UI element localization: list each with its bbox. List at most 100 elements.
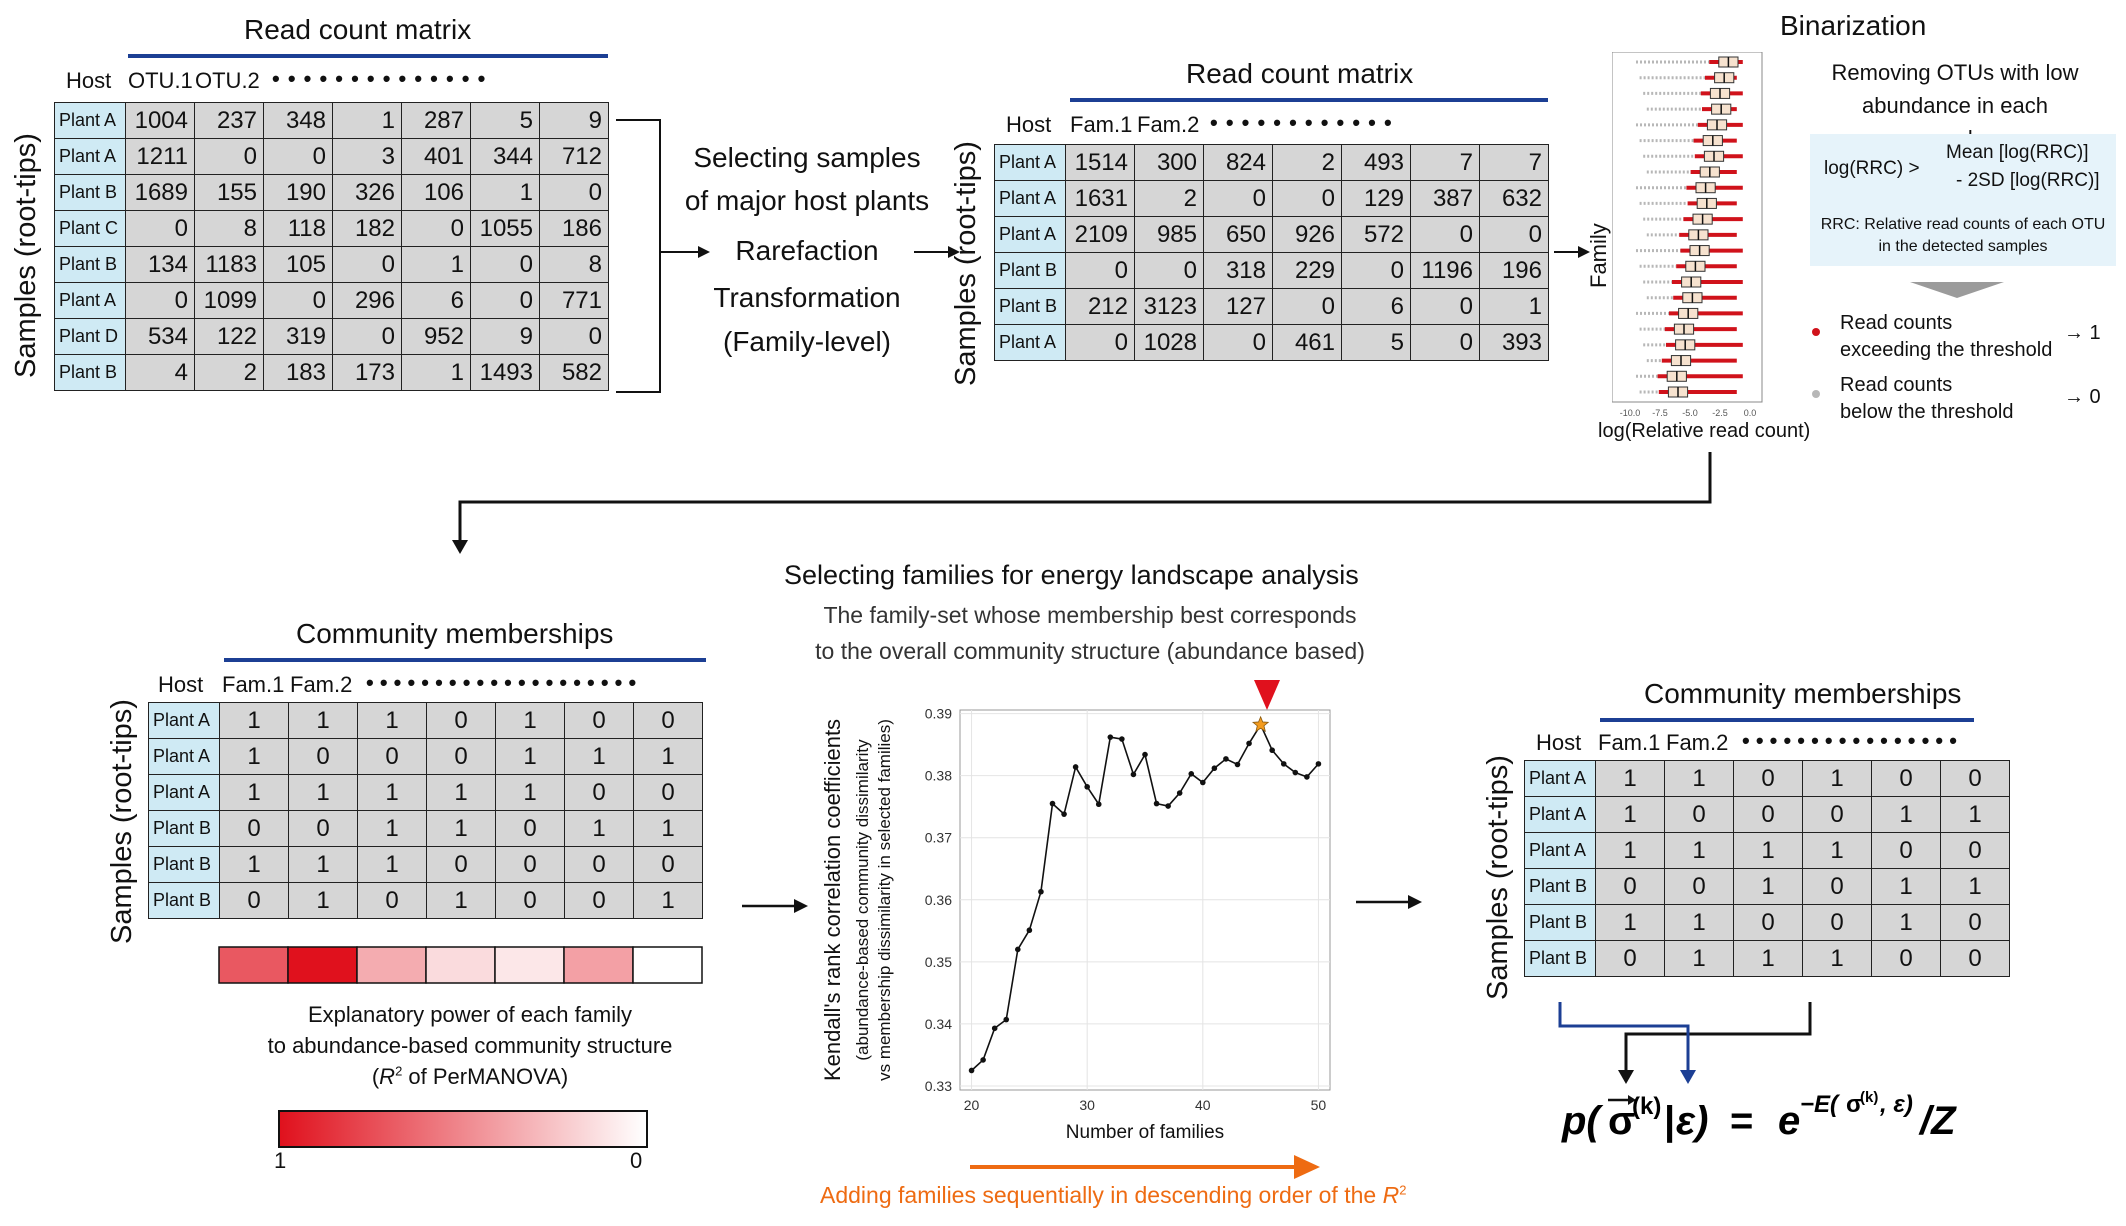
matrix-cell: 9 [539, 102, 609, 139]
data-point [1200, 779, 1206, 786]
selection-subtitle: The family-set whose membership best cor… [770, 598, 1410, 669]
matrix-cell: 1 [564, 810, 634, 847]
matrix-cell: 0 [263, 282, 333, 319]
matrix-cell: 196 [1479, 252, 1549, 289]
otu-y-label: Samples (root-tips) [10, 133, 42, 378]
row-host-label: Plant A [1524, 760, 1596, 797]
matrix-cell: 1055 [470, 210, 540, 247]
matrix-cell: 6 [401, 282, 471, 319]
y-tick-label: 0.38 [925, 768, 952, 784]
boxplot-x-tick: -10.0 [1620, 408, 1641, 418]
matrix-cell: 582 [539, 354, 609, 391]
row-host-label: Plant B [54, 246, 126, 283]
svg-text:/Z: /Z [1918, 1099, 1957, 1143]
rrc-note-1: RRC: Relative read counts of each OTU [1820, 216, 2106, 233]
r2-color-strip [218, 946, 703, 984]
legend-below-1: Read counts [1840, 374, 1953, 396]
matrix-cell: 0 [1940, 940, 2010, 977]
svg-text:σ: σ [1846, 1091, 1862, 1118]
r2-strip-cell [425, 946, 496, 984]
matrix-cell: 401 [401, 138, 471, 175]
svg-text:e: e [1778, 1099, 1800, 1143]
kendall-line-chart: 0.33 0.34 0.35 0.36 0.37 0.38 0.39 20 30 40 50 Numb… [820, 706, 1331, 1143]
data-point [1119, 736, 1125, 742]
table-row: Plant C 0 8 118 182 0 1055 186 [54, 210, 609, 247]
matrix-cell: 318 [1203, 252, 1273, 289]
matrix-cell: 952 [401, 318, 471, 355]
table-row: Plant A 1211 0 0 3 401 344 712 [54, 138, 609, 175]
data-point [1026, 927, 1033, 934]
data-point [1315, 761, 1322, 767]
membership-left-host-label: Host [158, 672, 204, 697]
matrix-cell: 1493 [470, 354, 540, 391]
row-host-label: Plant A [148, 774, 220, 811]
matrix-cell: 0 [357, 738, 427, 775]
matrix-cell: 0 [125, 210, 195, 247]
best-point-star-icon [1251, 715, 1270, 733]
table-row: Plant B 4 2 183 173 1 1493 582 [54, 354, 609, 391]
matrix-cell: 1 [1479, 288, 1549, 325]
arrow-to-family-matrix [914, 246, 960, 258]
matrix-cell: 824 [1203, 144, 1273, 181]
matrix-cell: 0 [1065, 252, 1135, 289]
threshold-formula-box: log(RRC) > Mean [log(RRC)] - 2SD [log(RR… [1810, 134, 2116, 266]
boxplot-x-tick: -7.5 [1652, 408, 1668, 418]
data-point [1211, 765, 1218, 772]
matrix-cell: 712 [539, 138, 609, 175]
row-host-label: Plant B [148, 810, 220, 847]
matrix-cell: 1 [633, 882, 703, 919]
family-y-label: Samples (root-tips) [950, 141, 982, 386]
matrix-cell: 0 [357, 882, 427, 919]
matrix-cell: 393 [1479, 324, 1549, 361]
legend-below: Read counts below the threshold [1840, 372, 2013, 426]
data-point [1234, 761, 1241, 768]
matrix-cell: 0 [426, 702, 496, 739]
matrix-cell: 0 [1802, 796, 1872, 833]
data-point [991, 1025, 998, 1032]
data-point [1304, 774, 1310, 780]
data-point [1153, 800, 1160, 807]
matrix-cell: 183 [263, 354, 333, 391]
matrix-cell: 1 [495, 738, 565, 775]
row-host-label: Plant A [994, 324, 1066, 361]
family-read-count-table: Plant A 1514 300 824 2 493 7 7 Plant A 1631 2 0 0 129… [994, 144, 1549, 361]
matrix-cell: 1 [1871, 868, 1941, 905]
matrix-cell: 237 [194, 102, 264, 139]
data-point [1084, 784, 1090, 790]
membership-right-ellipsis: • • • • • • • • • • • • • • • • [1742, 728, 1957, 753]
matrix-cell: 493 [1341, 144, 1411, 181]
x-tick-label: 40 [1195, 1097, 1211, 1113]
matrix-cell: 1 [1595, 904, 1665, 941]
matrix-cell: 118 [263, 210, 333, 247]
matrix-cell: 0 [1664, 868, 1734, 905]
otu-matrix-title: Read count matrix [244, 14, 472, 45]
row-host-label: Plant D [54, 318, 126, 355]
table-row: Plant D 534 122 319 0 952 9 0 [54, 318, 609, 355]
matrix-cell: 5 [1341, 324, 1411, 361]
matrix-cell: 0 [564, 702, 634, 739]
matrix-cell: 0 [1733, 760, 1803, 797]
data-point [1246, 740, 1252, 747]
matrix-cell: 1 [1595, 760, 1665, 797]
matrix-cell: 186 [539, 210, 609, 247]
membership-right-title: Community memberships [1644, 678, 1962, 709]
matrix-cell: 1004 [125, 102, 195, 139]
matrix-cell: 0 [332, 318, 402, 355]
matrix-cell: 1 [1940, 868, 2010, 905]
y-tick-label: 0.36 [925, 892, 952, 908]
y-axis-sublabel-2: vs membership dissimilarity in selected … [875, 719, 894, 1081]
table-row: Plant B 134 1183 105 0 1 0 8 [54, 246, 609, 283]
matrix-cell: 650 [1203, 216, 1273, 253]
matrix-cell: 6 [1341, 288, 1411, 325]
matrix-cell: 0 [495, 882, 565, 919]
matrix-cell: 4 [125, 354, 195, 391]
membership-left-title: Community memberships [296, 618, 614, 649]
svg-text:σ: σ [1608, 1099, 1635, 1143]
step-major-hosts: of major host plants [684, 185, 930, 217]
